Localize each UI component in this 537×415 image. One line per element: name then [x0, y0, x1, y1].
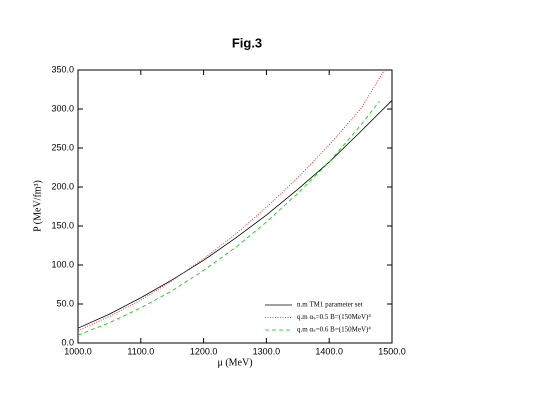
x-axis-label: μ (MeV) — [217, 357, 252, 368]
y-axis-label: P (MeV/fm³) — [32, 180, 43, 232]
y-tick-label: 300.0 — [51, 103, 74, 113]
legend-label: q.m αₛ=0.5 B=(150MeV)⁴ — [297, 313, 371, 321]
series-line — [77, 100, 393, 329]
x-tick-label: 1200.0 — [190, 346, 218, 356]
series-line — [77, 69, 385, 331]
y-tick-label: 0.0 — [61, 337, 74, 347]
x-tick-label: 1300.0 — [253, 346, 281, 356]
chart-title: Fig.3 — [232, 35, 262, 50]
legend-label: q.m αₛ=0.6 B=(150MeV)⁴ — [297, 326, 371, 334]
plot-frame — [77, 69, 393, 344]
x-tick-label: 1500.0 — [378, 346, 406, 356]
y-tick-label: 50.0 — [56, 298, 74, 308]
x-tick-label: 1400.0 — [315, 346, 343, 356]
y-tick-label: 100.0 — [51, 259, 74, 269]
x-tick-label: 1100.0 — [127, 346, 154, 356]
y-tick-label: 150.0 — [51, 220, 74, 230]
series-line — [77, 100, 380, 336]
legend-label: n.m TM1 parameter set — [297, 301, 363, 309]
y-tick-label: 350.0 — [51, 64, 74, 74]
x-tick-label: 1000.0 — [64, 346, 92, 356]
y-tick-label: 200.0 — [51, 181, 74, 191]
y-tick-label: 250.0 — [51, 142, 74, 152]
